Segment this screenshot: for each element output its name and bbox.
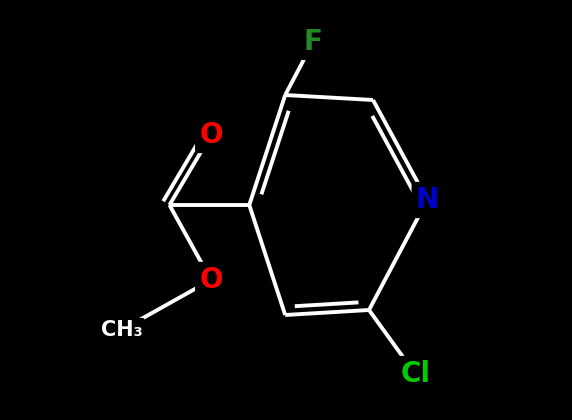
Text: O: O: [199, 121, 223, 149]
Text: Cl: Cl: [400, 360, 430, 388]
Text: F: F: [304, 28, 323, 56]
Text: O: O: [199, 266, 223, 294]
Text: N: N: [416, 186, 439, 214]
Text: CH₃: CH₃: [101, 320, 142, 340]
